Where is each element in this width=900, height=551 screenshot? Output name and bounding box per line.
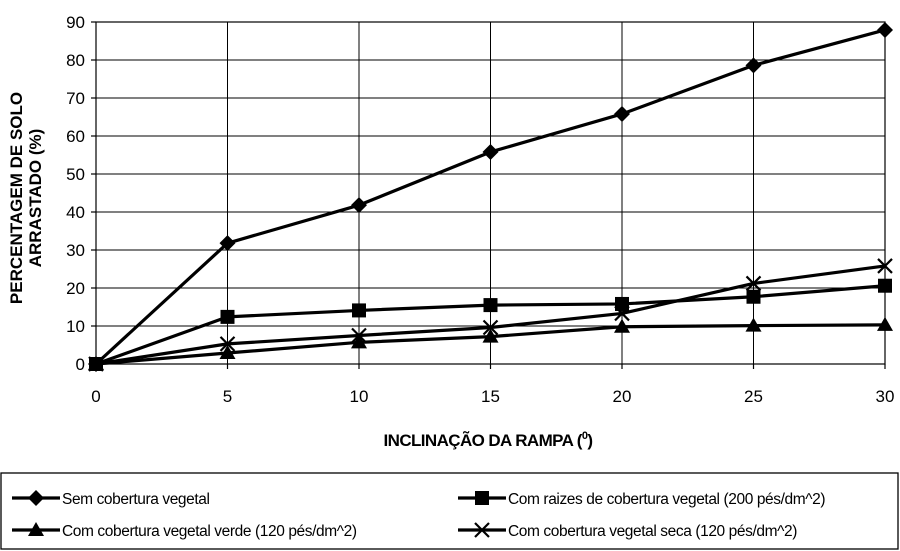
legend: Sem cobertura vegetal Com raizes de cober… (0, 472, 899, 550)
y-tick-label: 90 (66, 13, 85, 32)
data-point-triangle (614, 318, 630, 333)
data-point-square (615, 296, 629, 311)
x-tick-label: 0 (91, 387, 100, 406)
data-point-diamond (219, 235, 236, 252)
x-tick-label: 25 (744, 387, 763, 406)
series-layer (88, 21, 893, 372)
data-point-square (352, 303, 366, 318)
y-axis-ticks: 0 10 20 30 40 50 60 70 80 90 (66, 13, 96, 374)
x-axis-title-superscript: 0 (582, 430, 588, 442)
data-point-x (877, 258, 893, 274)
data-point-triangle (482, 328, 499, 343)
y-tick-label: 40 (66, 203, 85, 222)
data-point-square (483, 298, 498, 313)
y-axis-title-line-1: PERCENTAGEM DE SOLO (7, 92, 26, 304)
data-point-triangle (877, 316, 893, 331)
series-diamond (88, 21, 893, 372)
data-point-diamond (745, 57, 762, 74)
x-axis-title: INCLINAÇÃO DA RAMPA (0) (384, 430, 593, 450)
legend-item: Sem cobertura vegetal (12, 490, 210, 508)
y-tick-label: 30 (66, 241, 85, 260)
y-tick-label: 80 (66, 51, 85, 70)
data-point-x (745, 275, 762, 292)
data-point-diamond (614, 105, 630, 122)
y-axis-title-line-2: ARRASTADO (%) (26, 129, 45, 268)
legend-item: Com cobertura vegetal seca (120 pés/dm^2… (458, 522, 798, 540)
data-point-x (482, 319, 499, 336)
data-point-square (878, 278, 892, 293)
y-tick-label: 60 (66, 127, 85, 146)
legend-box (0, 472, 899, 550)
x-tick-label: 20 (613, 387, 632, 406)
data-point-x (219, 336, 236, 352)
y-tick-label: 50 (66, 165, 85, 184)
series-x (88, 258, 893, 372)
data-point-diamond (351, 197, 367, 214)
data-point-diamond (877, 21, 893, 38)
x-tick-label: 10 (350, 387, 369, 406)
x-axis-title-end: ) (587, 431, 592, 450)
x-axis-title-main: INCLINAÇÃO DA RAMPA ( (384, 430, 583, 450)
legend-label: Com cobertura vegetal verde (120 pés/dm^… (62, 523, 357, 540)
data-point-x (614, 305, 630, 322)
legend-item: Com cobertura vegetal verde (120 pés/dm^… (12, 522, 357, 540)
y-tick-label: 0 (76, 355, 85, 374)
grid (95, 21, 886, 365)
data-point-square (220, 309, 235, 324)
x-tick-label: 5 (223, 387, 232, 406)
data-point-square (746, 289, 761, 304)
data-point-x (351, 327, 367, 344)
x-axis-ticks: 0 5 10 15 20 25 30 (91, 364, 894, 406)
legend-marker-diamond (28, 490, 44, 506)
legend-marker-triangle (28, 522, 44, 536)
x-tick-label: 30 (876, 387, 895, 406)
legend-label: Com raizes de cobertura vegetal (200 pés… (508, 491, 825, 508)
y-tick-label: 70 (66, 89, 85, 108)
data-point-triangle (219, 344, 236, 359)
y-tick-label: 10 (66, 317, 85, 336)
y-tick-label: 20 (66, 279, 85, 298)
legend-marker-x (474, 522, 490, 538)
data-point-triangle (745, 317, 762, 332)
legend-label: Sem cobertura vegetal (62, 491, 210, 508)
legend-item: Com raizes de cobertura vegetal (200 pés… (458, 491, 826, 508)
x-tick-label: 15 (481, 387, 500, 406)
legend-label: Com cobertura vegetal seca (120 pés/dm^2… (508, 523, 797, 540)
data-point-triangle (351, 334, 367, 349)
data-point-diamond (482, 143, 499, 160)
legend-marker-square (475, 491, 489, 505)
